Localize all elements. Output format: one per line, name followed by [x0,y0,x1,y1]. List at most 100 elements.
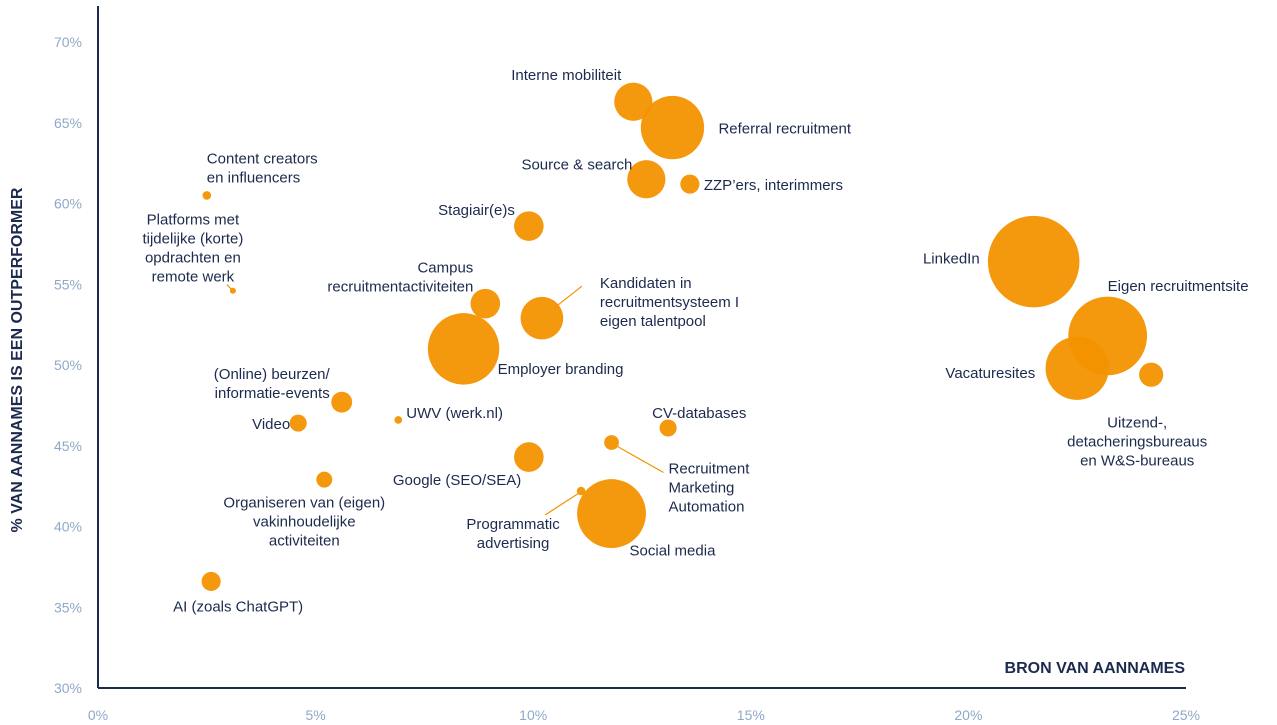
bubble [289,414,307,432]
bubble [427,313,500,385]
bubble-label-line: AI (zoals ChatGPT) [173,598,303,615]
y-tick-labels: 30% 35% 40% 45% 50% 55% 60% 65% 70% [54,34,82,696]
bubble [514,442,544,472]
bubble-label-line: Programmatic [466,516,560,533]
bubble-label: Campus recruitmentactiviteiten [327,260,473,296]
bubble-label: Recruitment Marketing Automation [669,461,751,516]
y-tick-label: 30% [54,680,82,696]
bubble-label-line: Organiseren van (eigen) [223,495,385,512]
bubble-label-line: Automation [669,499,745,516]
y-axis-title: % VAN AANNAMES IS EEN OUTPERFORMER [9,187,26,532]
bubble [201,571,221,591]
bubble [331,391,353,413]
x-tick-label: 15% [737,707,765,723]
bubble [520,296,564,340]
bubbles [201,82,1164,591]
bubble [614,82,653,121]
bubble-label: AI (zoals ChatGPT) [173,598,303,615]
bubble-label-line: Uitzend-, [1107,415,1167,432]
leader-line [544,492,580,516]
bubble-label: Google (SEO/SEA) [393,472,521,489]
bubble-label-line: CV-databases [652,405,746,422]
bubble-label-line: recruitmentsysteem I [600,294,739,311]
bubble [229,287,236,294]
bubble-label-line: Google (SEO/SEA) [393,472,521,489]
bubble-label: CV-databases [652,405,746,422]
bubble-label: Referral recruitment [718,121,851,138]
bubble [987,215,1080,308]
bubble-label-line: advertising [477,535,550,552]
y-tick-label: 60% [54,196,82,212]
bubble-label-line: en influencers [207,169,300,186]
y-tick-label: 35% [54,599,82,615]
bubble-label-line: tijdelijke (korte) [142,231,243,248]
bubble-label: Programmatic advertising [466,516,560,552]
bubble-label: Source & search [521,156,632,173]
bubble-label-line: detacheringsbureaus [1067,434,1207,451]
bubble-label: (Online) beurzen/informatie-events [214,366,331,402]
bubble [316,471,333,488]
bubble [1045,336,1109,400]
bubble-label: Eigen recruitmentsite [1108,278,1249,295]
bubble-label: Video [252,416,290,433]
bubble-label: LinkedIn [923,251,980,268]
y-tick-label: 45% [54,438,82,454]
axes [97,6,1186,689]
bubble-label-line: ZZP’ers, interimmers [704,177,843,194]
bubble-label: Interne mobiliteit [511,67,622,84]
bubble-label: Uitzend-, detacheringsbureaus en W&S-burea… [1067,415,1207,470]
bubble-label-line: Referral recruitment [718,121,851,138]
bubble-label-line: Interne mobiliteit [511,67,622,84]
bubble-labels: Interne mobiliteit Referral recruitment So… [142,67,1248,616]
bubble-label-line: informatie-events [215,385,330,402]
bubble [577,479,646,548]
bubble-label-line: activiteiten [269,533,340,550]
bubble [640,95,705,160]
bubble-label-line: recruitmentactiviteiten [327,279,473,296]
bubble-label-line: vakinhoudelijke [253,514,356,531]
x-tick-labels: 0% 5% 10% 15% 20% 25% [88,707,1200,723]
leader-line [553,285,583,309]
y-tick-label: 70% [54,34,82,50]
y-tick-label: 40% [54,519,82,535]
bubble [202,191,212,200]
bubble-label-line: UWV (werk.nl) [406,405,503,422]
bubble-label: Employer branding [498,361,624,378]
bubble-label-line: Stagiair(e)s [438,202,515,219]
bubble-label: ZZP’ers, interimmers [704,177,843,194]
x-tick-label: 10% [519,707,547,723]
bubble-label-line: Social media [630,543,717,560]
bubble-label-line: (Online) beurzen/ [214,366,331,383]
bubble [576,486,586,496]
bubble-label-line: en W&S-bureaus [1080,453,1194,470]
bubble [514,211,544,241]
x-tick-label: 25% [1172,707,1200,723]
bubble-label-line: Marketing [669,480,735,497]
bubble [659,419,677,437]
bubble-label: Social media [630,543,717,560]
bubble-label-line: Kandidaten in [600,275,692,292]
bubble [604,435,619,450]
bubble-label-line: Recruitment [669,461,751,478]
x-tick-label: 0% [88,707,108,723]
bubble-label-line: Source & search [521,156,632,173]
bubble-label-line: Video [252,416,290,433]
bubble [627,160,666,199]
leader-line [617,445,664,474]
bubble-label-line: remote werk [152,269,235,286]
bubble-label-line: Platforms met [147,212,240,229]
bubble-label: Kandidaten in recruitmentsysteem I eigen t… [600,275,739,330]
bubble [1139,362,1164,387]
bubble [470,288,501,319]
bubble-label-line: Eigen recruitmentsite [1108,278,1249,295]
bubble-label-line: Campus [417,260,473,277]
bubble-label: Organiseren van (eigen) vakinhoudelijke ac… [223,495,385,550]
bubble-label: UWV (werk.nl) [406,405,503,422]
bubble-label-line: LinkedIn [923,251,980,268]
bubble-label: Stagiair(e)s [438,202,515,219]
y-tick-label: 65% [54,115,82,131]
y-tick-label: 50% [54,357,82,373]
bubble-label-line: eigen talentpool [600,313,706,330]
bubble-label-line: Employer branding [498,361,624,378]
x-tick-label: 5% [305,707,325,723]
